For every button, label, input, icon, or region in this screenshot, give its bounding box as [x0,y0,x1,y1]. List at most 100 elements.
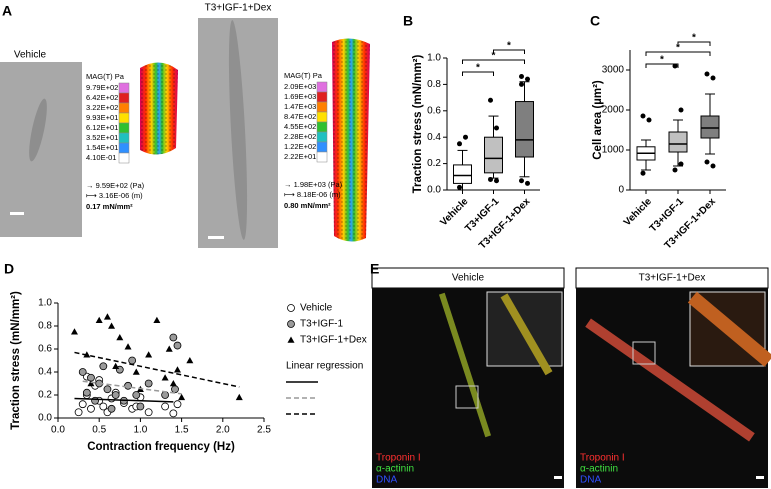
point [132,391,141,399]
image-title: T3+IGF-1+Dex [205,3,272,14]
point [173,366,181,373]
e-zoom-box [455,385,479,409]
regression-line [74,397,174,403]
outlier [678,107,684,113]
e-dex-cell [585,318,755,442]
outlier [494,125,499,131]
panel-label: C [590,13,600,29]
regression-line [74,351,240,388]
scale-label: 2.22E+01 [284,152,316,161]
point [144,379,153,388]
scale-swatch [316,151,328,163]
point [161,374,169,381]
scale-swatch [118,102,130,114]
scale-swatch [316,141,328,153]
point [78,368,87,376]
y-tick-label: 0.6 [427,105,441,116]
y-tick-label: 3000 [602,65,625,76]
y-tick-label: 0.6 [38,344,52,355]
outlier [525,76,530,82]
y-axis-label: Traction stress (mN/mm²) [10,291,22,430]
significance-label: * [476,63,480,74]
point [287,320,295,328]
scale-label: 1.47E+03 [284,102,316,111]
box [700,115,720,139]
panel-label: B [403,13,413,29]
outlier [457,141,462,147]
point [128,356,137,365]
point [74,408,83,417]
stain-label: α-actinin [580,464,618,475]
legend-title: Linear regression [286,361,363,372]
scale-swatch [316,111,328,123]
e-inset-cell [500,293,553,376]
scale-swatch [316,131,328,143]
scale-swatch [118,92,130,104]
point [78,400,87,409]
panel-label: D [4,261,14,277]
y-axis-label: Traction stress (mN/mm²) [412,54,424,193]
outlier [494,178,499,184]
outlier [704,159,710,165]
dex-cell [228,20,248,240]
point [169,409,178,418]
outlier [672,63,678,69]
point [173,341,182,350]
outlier [457,184,462,190]
point [287,304,295,312]
stain-label: Troponin I [376,453,421,464]
point [70,328,78,335]
scale-title: MAG(T) Pa [284,71,323,80]
panel-label: A [2,3,12,19]
scale-label: 3.52E+01 [86,133,118,142]
scale-label: 1.69E+03 [284,92,316,101]
x-tick-label: 0.0 [51,425,65,436]
scale-swatch [316,121,328,133]
outlier [519,81,524,87]
stress-value: 0.80 mN/mm² [284,201,331,210]
outlier [678,161,684,167]
outlier [640,113,646,119]
scale-label: 8.47E+02 [284,112,316,121]
bar-legend: ⟼ 3.16E-06 (m) [86,191,143,200]
x-tick-label: 0.5 [92,425,106,436]
scale-bar [10,212,24,215]
outlier [640,170,646,176]
point [116,334,124,341]
point [161,391,170,399]
outlier [519,73,524,79]
outlier [704,71,710,77]
significance-bracket [677,41,711,46]
legend-label: T3+IGF-1+Dex [300,335,367,346]
scale-label: 3.22E+02 [86,103,118,112]
significance-bracket [462,59,525,64]
image-title: Vehicle [14,50,47,61]
y-tick-label: 1.0 [427,53,441,64]
box [668,131,688,153]
point [287,336,295,343]
y-tick-label: 0.0 [427,185,441,196]
scale-swatch [316,101,328,113]
point [235,393,243,401]
e-zoom-box [632,341,656,365]
significance-label: * [507,41,511,52]
point [144,408,153,417]
x-tick-label: 2.0 [216,425,230,436]
outlier [710,163,716,169]
significance-label: * [492,51,496,62]
point [132,368,140,375]
point [103,385,112,394]
y-tick-label: 1.0 [38,298,52,309]
scale-swatch [316,81,328,93]
point [145,351,153,358]
outlier [525,180,530,186]
dex-vectors [332,38,370,242]
x-tick-label: Vehicle [622,196,654,228]
scale-swatch [118,132,130,144]
x-tick-label: 2.5 [257,425,271,436]
stain-label: DNA [580,475,601,486]
image-title: Vehicle [452,273,485,284]
stain-label: DNA [376,475,397,486]
scale-swatch [118,142,130,154]
